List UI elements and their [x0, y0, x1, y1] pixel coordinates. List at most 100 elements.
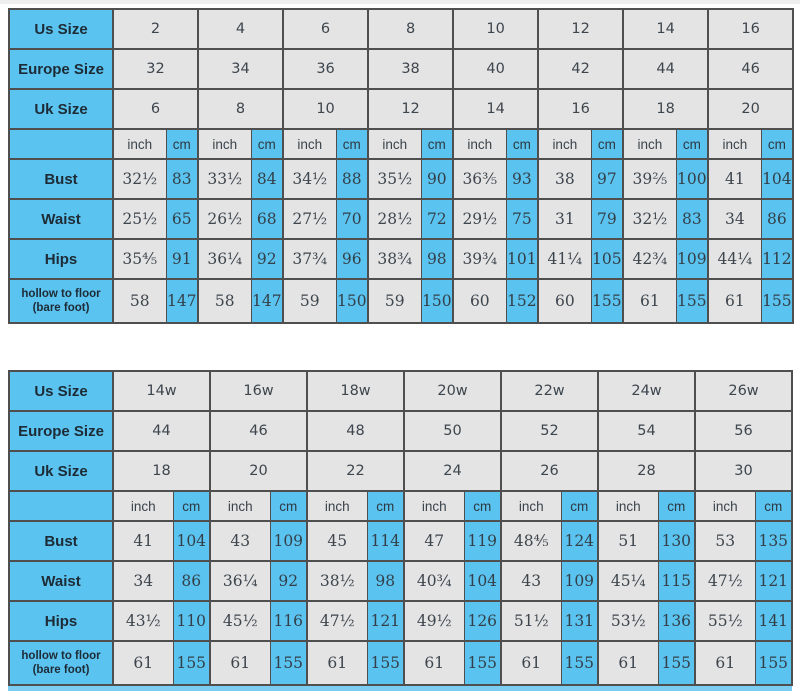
cm-value-cell: 86 [760, 198, 794, 240]
measurement-row: Waist 25½ 65 26½ 68 27½ 70 28½ 72 29½ 75 31 79 32½ 83 3… [8, 198, 794, 240]
inch-value-cell: 61 [622, 278, 677, 324]
cm-value-cell: 155 [269, 640, 308, 686]
size-value-cell: 18w [306, 370, 405, 412]
unit-inch-cell: inch [112, 128, 167, 160]
cm-value-cell: 75 [505, 198, 539, 240]
cm-value-cell: 65 [165, 198, 199, 240]
cm-value-cell: 96 [335, 238, 369, 280]
size-value-cell: 26w [694, 370, 793, 412]
inch-value-cell: 38½ [306, 560, 368, 602]
unit-inch-cell: inch [112, 490, 174, 522]
cm-value-cell: 155 [760, 278, 794, 324]
inch-value-cell: 36¼ [209, 560, 271, 602]
cm-value-cell: 155 [560, 640, 599, 686]
cm-value-cell: 150 [420, 278, 454, 324]
unit-inch-cell: inch [597, 490, 659, 522]
size-chart-table-standard: Us Size 2 4 6 8 10 12 14 16 Europe Size 32 34 36 38 40… [8, 8, 795, 324]
size-value-cell: 10 [452, 8, 539, 50]
unit-inch-cell: inch [306, 490, 368, 522]
inch-value-cell: 51 [597, 520, 659, 562]
size-value-cell: 10 [282, 88, 369, 130]
inch-value-cell: 61 [403, 640, 465, 686]
size-value-cell: 34 [197, 48, 284, 90]
size-row: Uk Size 18 20 22 24 26 28 30 [8, 450, 793, 492]
cm-value-cell: 155 [590, 278, 624, 324]
cm-value-cell: 109 [560, 560, 599, 602]
inch-value-cell: 36¼ [197, 238, 252, 280]
unit-inch-cell: inch [452, 128, 507, 160]
size-value-cell: 20 [707, 88, 794, 130]
size-value-cell: 50 [403, 410, 502, 452]
size-value-cell: 14 [622, 8, 709, 50]
size-value-cell: 26 [500, 450, 599, 492]
inch-value-cell: 34 [707, 198, 762, 240]
inch-value-cell: 47½ [306, 600, 368, 642]
inch-value-cell: 35½ [367, 158, 422, 200]
inch-value-cell: 32½ [112, 158, 167, 200]
measurement-row: Bust 32½ 83 33½ 84 34½ 88 35½ 90 36⅗ 93 38 97 39⅖ 100 4… [8, 158, 794, 200]
inch-value-cell: 61 [694, 640, 756, 686]
size-value-cell: 8 [367, 8, 454, 50]
size-value-cell: 40 [452, 48, 539, 90]
size-value-cell: 18 [622, 88, 709, 130]
size-value-cell: 42 [537, 48, 624, 90]
size-value-cell: 12 [537, 8, 624, 50]
inch-value-cell: 59 [282, 278, 337, 324]
unit-cm-cell: cm [366, 490, 405, 522]
inch-value-cell: 27½ [282, 198, 337, 240]
cm-value-cell: 84 [250, 158, 284, 200]
cm-value-cell: 119 [463, 520, 502, 562]
inch-value-cell: 61 [112, 640, 174, 686]
row-label: Us Size [8, 370, 114, 412]
size-value-cell: 16 [537, 88, 624, 130]
measurement-row: Bust 41 104 43 109 45 114 47 119 48⅘ 124 51 130 53 135 [8, 520, 793, 562]
cm-value-cell: 121 [754, 560, 793, 602]
cm-value-cell: 88 [335, 158, 369, 200]
cm-value-cell: 98 [420, 238, 454, 280]
size-row: Us Size 14w 16w 18w 20w 22w 24w 26w [8, 370, 793, 412]
cm-value-cell: 147 [250, 278, 284, 324]
size-value-cell: 54 [597, 410, 696, 452]
size-row: Uk Size 6 8 10 12 14 16 18 20 [8, 88, 794, 130]
size-value-cell: 6 [111, 88, 199, 130]
inch-value-cell: 47½ [694, 560, 756, 602]
cm-value-cell: 147 [165, 278, 199, 324]
size-value-cell: 24 [403, 450, 502, 492]
measurement-row: hollow to floor (bare foot) 61 155 61 155 61 1… [8, 640, 793, 686]
cm-value-cell: 155 [657, 640, 696, 686]
row-label: Bust [8, 520, 114, 562]
cm-value-cell: 72 [420, 198, 454, 240]
inch-value-cell: 37¾ [282, 238, 337, 280]
unit-cm-cell: cm [250, 128, 284, 160]
size-value-cell: 56 [694, 410, 793, 452]
inch-value-cell: 26½ [197, 198, 252, 240]
inch-value-cell: 39¾ [452, 238, 507, 280]
size-value-cell: 32 [111, 48, 199, 90]
size-value-cell: 44 [622, 48, 709, 90]
cm-value-cell: 131 [560, 600, 599, 642]
cm-value-cell: 86 [172, 560, 211, 602]
row-label: Uk Size [8, 450, 114, 492]
unit-header-row: inch cm inch cm inch cm inch cm inch cm inch cm inch… [8, 128, 794, 160]
row-label: Uk Size [8, 88, 114, 130]
cm-value-cell: 141 [754, 600, 793, 642]
size-row: Us Size 2 4 6 8 10 12 14 16 [8, 8, 794, 50]
inch-value-cell: 61 [597, 640, 659, 686]
cm-value-cell: 136 [657, 600, 696, 642]
size-value-cell: 52 [500, 410, 599, 452]
inch-value-cell: 41 [112, 520, 174, 562]
inch-value-cell: 45¼ [597, 560, 659, 602]
inch-value-cell: 33½ [197, 158, 252, 200]
unit-inch-cell: inch [622, 128, 677, 160]
inch-value-cell: 45½ [209, 600, 271, 642]
cm-value-cell: 109 [675, 238, 709, 280]
row-label-empty [8, 128, 114, 160]
inch-value-cell: 34½ [282, 158, 337, 200]
inch-value-cell: 60 [452, 278, 507, 324]
cm-value-cell: 100 [675, 158, 709, 200]
size-row: Europe Size 32 34 36 38 40 42 44 46 [8, 48, 794, 90]
unit-cm-cell: cm [675, 128, 709, 160]
cm-value-cell: 155 [675, 278, 709, 324]
unit-header-row: inch cm inch cm inch cm inch cm inch cm inch cm inch… [8, 490, 793, 522]
row-label: Waist [8, 560, 114, 602]
